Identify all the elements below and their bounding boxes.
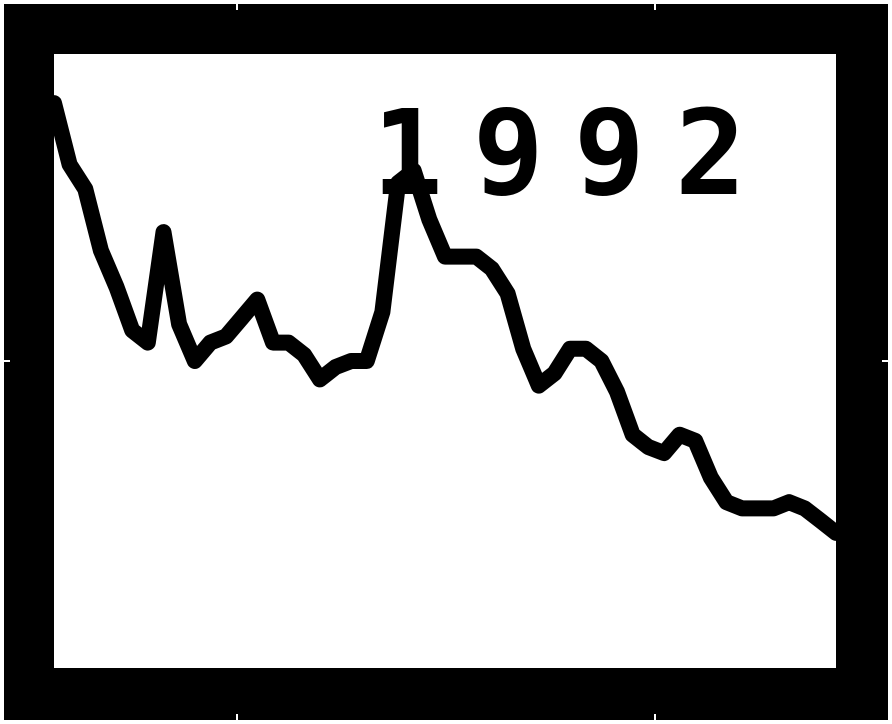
- x-tick-top-2: [654, 4, 656, 10]
- x-tick-bottom-1: [236, 714, 238, 720]
- plot-area: 1992: [54, 54, 836, 668]
- plot-svg: [54, 95, 836, 541]
- series-line-0: [54, 95, 836, 541]
- x-tick-top-1: [236, 4, 238, 10]
- chart-title: 1992: [371, 84, 776, 222]
- y-tick-left-1: [4, 360, 10, 362]
- y-tick-right-1: [882, 360, 888, 362]
- x-tick-bottom-2: [654, 714, 656, 720]
